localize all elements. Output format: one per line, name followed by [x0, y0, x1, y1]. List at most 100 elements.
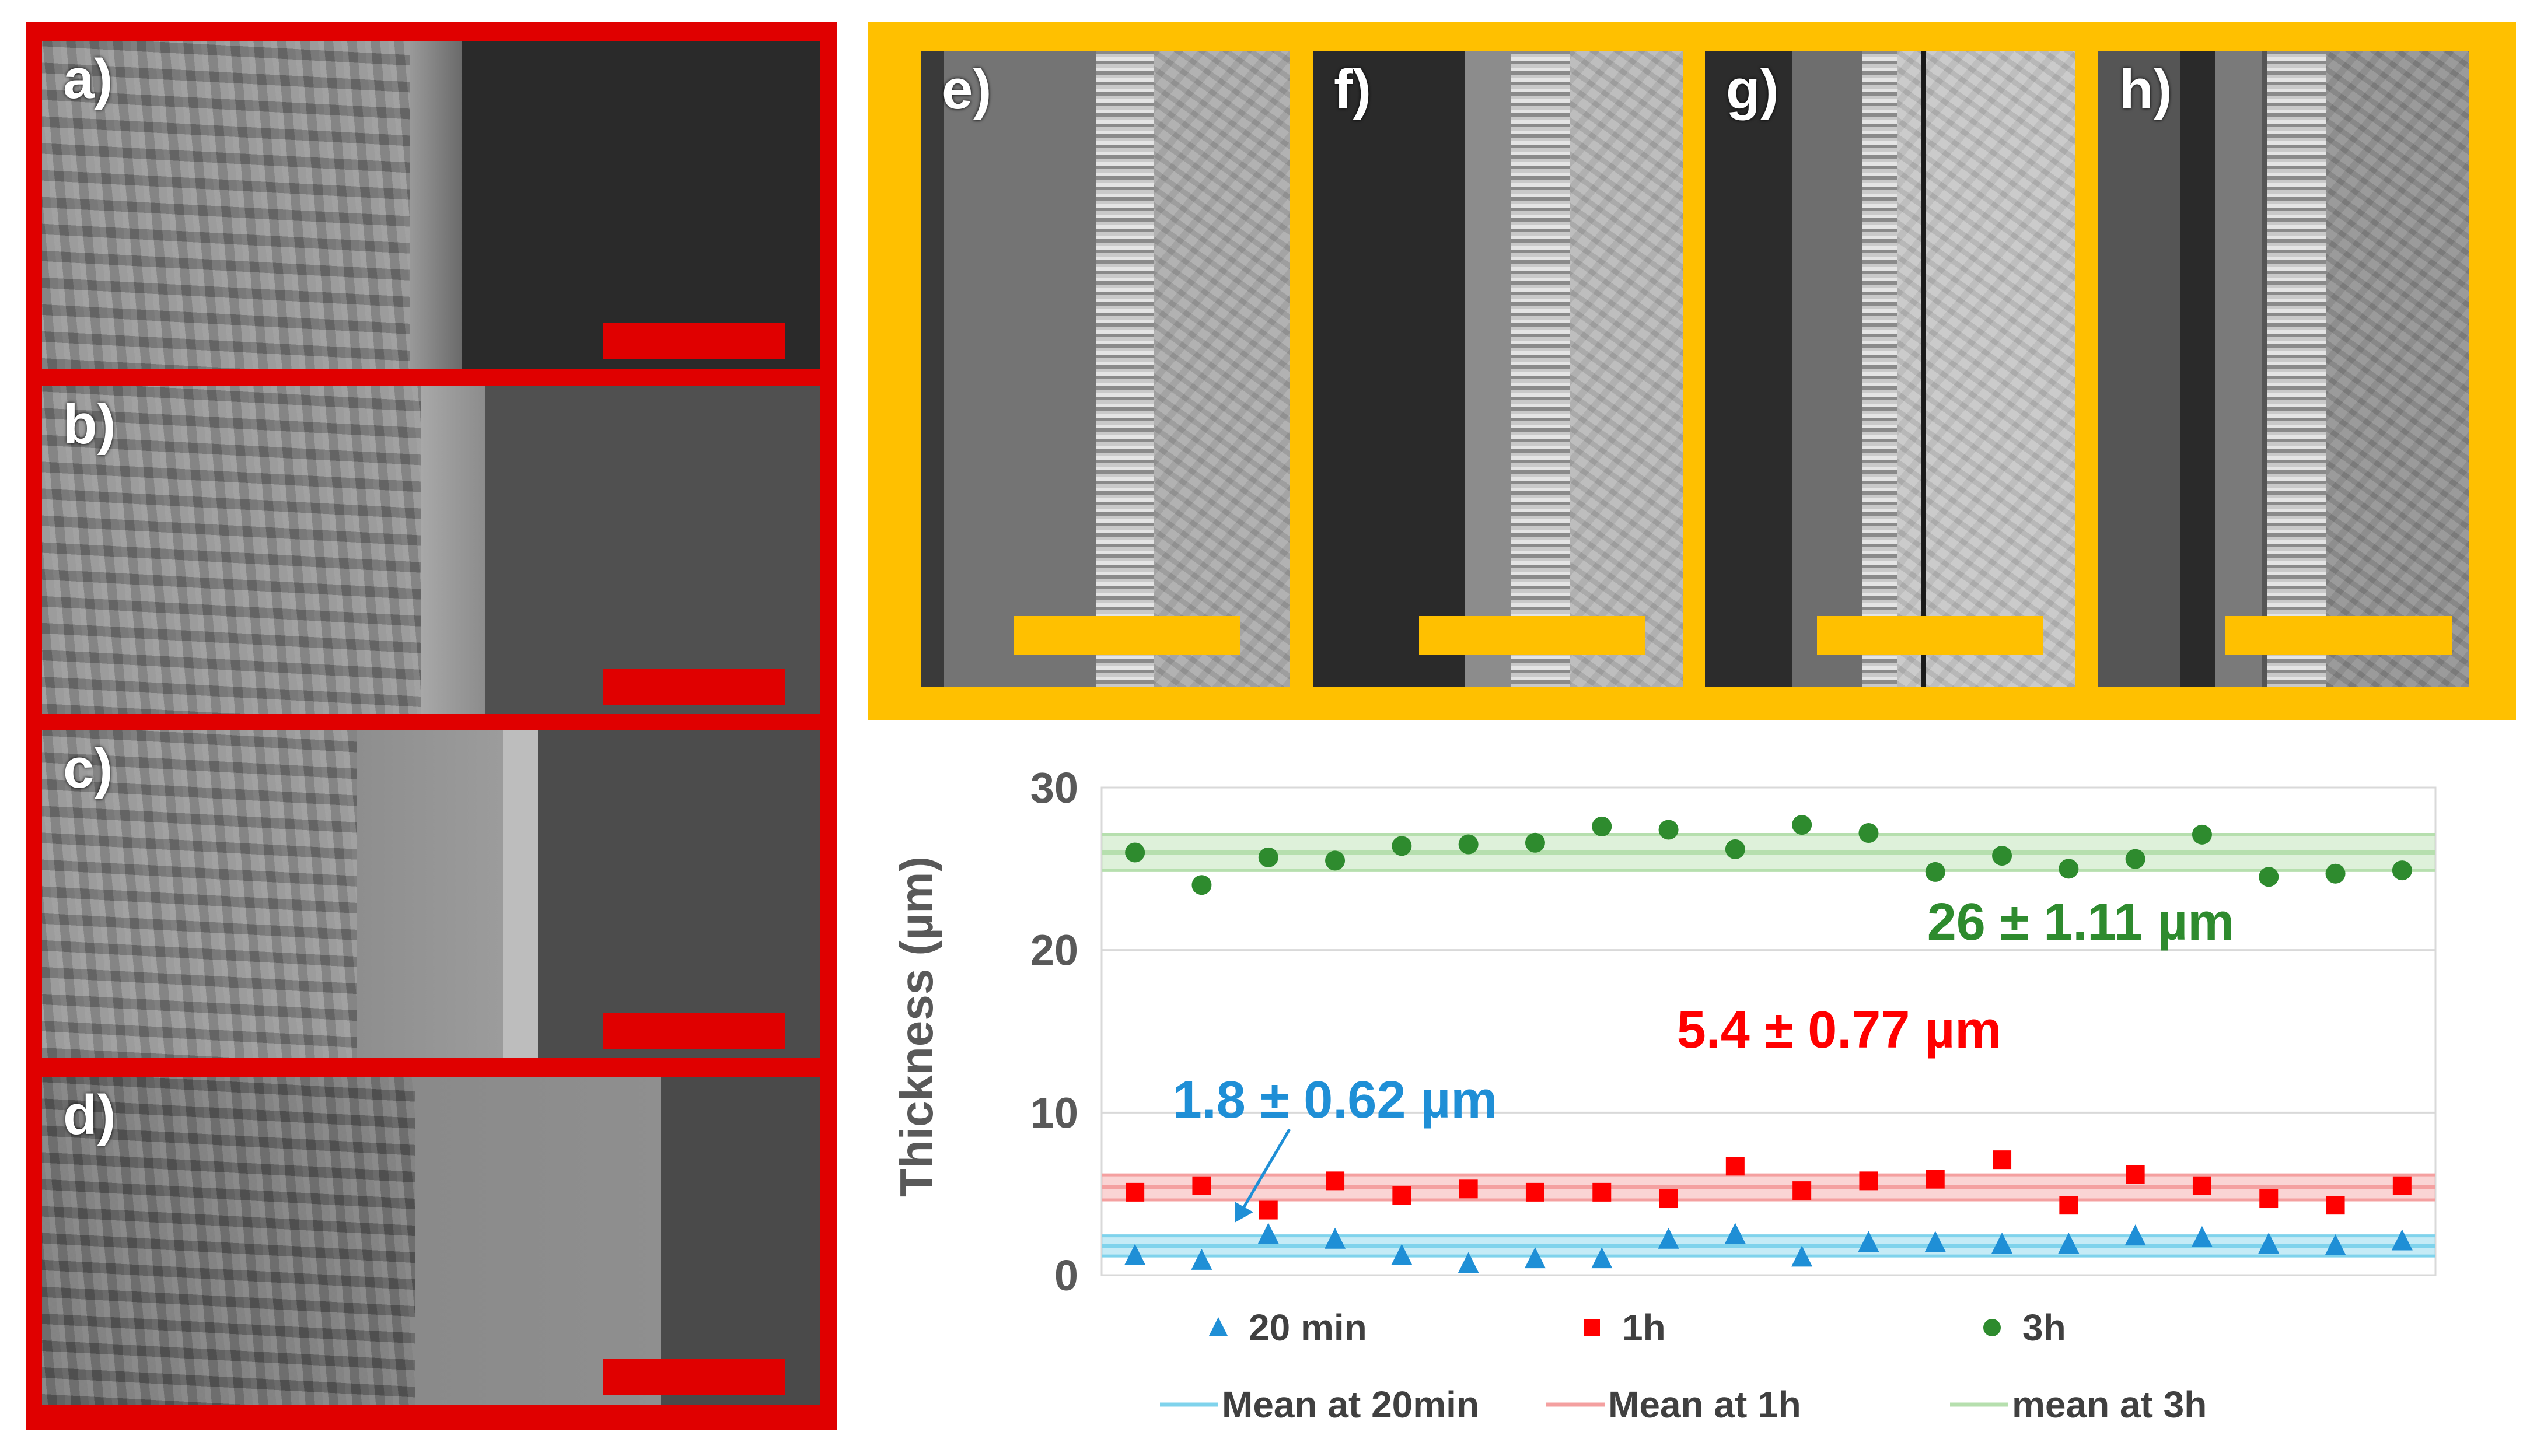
data-point-1h	[1993, 1150, 2012, 1170]
data-point-20min	[1257, 1223, 1279, 1244]
data-point-3h	[2192, 824, 2212, 845]
data-point-20min	[1858, 1231, 1879, 1252]
data-point-1h	[2326, 1196, 2345, 1215]
y-tick-label: 20	[1030, 926, 1078, 975]
annotation-arrowhead	[1235, 1202, 1253, 1223]
data-point-20min	[1325, 1227, 1346, 1249]
data-point-20min	[2058, 1233, 2080, 1254]
data-point-20min	[2124, 1224, 2146, 1246]
data-point-1h	[1126, 1182, 1145, 1202]
data-point-3h	[1325, 850, 1346, 871]
sem-panel-c: c)	[42, 730, 820, 1058]
scale-bar-e	[1014, 616, 1240, 654]
data-point-20min	[1924, 1231, 1946, 1252]
data-point-1h	[1659, 1189, 1678, 1209]
legend-label: 3h	[2022, 1307, 2066, 1349]
data-point-3h	[1925, 862, 1945, 882]
annotation-3h: 26 ± 1.11 µm	[1927, 893, 2235, 951]
scale-bar-f	[1419, 616, 1645, 654]
legend-label: Mean at 1h	[1608, 1384, 1801, 1426]
data-point-1h	[1926, 1170, 1945, 1189]
annotation-arrow	[1240, 1128, 1291, 1212]
data-point-1h	[1792, 1181, 1812, 1200]
data-point-20min	[1591, 1247, 1613, 1269]
sem-panel-f: f)	[1313, 51, 1683, 687]
plot-area: 0 10 20 30	[1030, 764, 2437, 1300]
data-point-3h	[1458, 834, 1479, 855]
data-point-1h	[1725, 1157, 1745, 1176]
scale-bar-g	[1817, 616, 2043, 654]
annotation-20min: 1.8 ± 0.62 µm	[1173, 1071, 1498, 1129]
data-point-1h	[1326, 1171, 1345, 1191]
panel-label-h: h)	[2119, 58, 2172, 121]
data-point-20min	[1124, 1244, 1146, 1265]
legend-label: Mean at 20min	[1222, 1384, 1479, 1426]
data-point-1h	[1259, 1200, 1278, 1220]
data-point-20min	[1191, 1248, 1212, 1270]
data-point-1h	[1392, 1186, 1411, 1205]
data-point-3h	[1525, 832, 1545, 853]
data-point-3h	[2325, 863, 2346, 884]
data-point-20min	[1524, 1247, 1546, 1269]
data-point-1h	[2392, 1176, 2412, 1195]
data-point-1h	[1459, 1180, 1478, 1199]
data-point-3h	[1858, 823, 1879, 844]
legend-label: 20 min	[1249, 1307, 1367, 1349]
data-point-1h	[2259, 1189, 2279, 1209]
data-point-3h	[2125, 849, 2145, 869]
orange-panel-frame: e) f) g) h)	[868, 22, 2516, 720]
sem-panel-h: h)	[2098, 51, 2469, 687]
annotation-1h: 5.4 ± 0.77 µm	[1677, 1001, 2002, 1059]
data-point-3h	[1592, 816, 1612, 836]
sem-panel-g: g)	[1705, 51, 2075, 687]
data-point-1h	[1859, 1171, 1878, 1191]
data-point-20min	[2258, 1233, 2280, 1254]
legend-marker-1h	[1584, 1320, 1600, 1336]
legend-label: mean at 3h	[2012, 1384, 2207, 1426]
data-point-3h	[1725, 839, 1745, 859]
data-point-1h	[1192, 1176, 1211, 1195]
data-point-20min	[1791, 1245, 1813, 1267]
sem-panel-a: a)	[42, 41, 820, 369]
data-point-1h	[1525, 1182, 1544, 1202]
red-panel-frame: a) b) c) d)	[26, 22, 837, 1430]
panel-label-b: b)	[63, 393, 116, 456]
data-point-3h	[2392, 860, 2412, 881]
data-point-1h	[1592, 1182, 1612, 1202]
data-point-3h	[1792, 815, 1812, 835]
chart-legend: 20 min 1h 3h Mean at 20min Mean at 1h mean at…	[1160, 1307, 2207, 1426]
scale-bar-c	[603, 1013, 785, 1049]
y-tick-label: 30	[1030, 764, 1078, 812]
data-point-1h	[2126, 1165, 2145, 1184]
data-point-20min	[2325, 1234, 2346, 1255]
panel-label-a: a)	[63, 48, 113, 110]
data-point-3h	[1191, 875, 1212, 895]
data-point-1h	[2192, 1176, 2211, 1195]
data-point-3h	[1392, 836, 1412, 856]
data-point-20min	[2191, 1226, 2213, 1247]
legend-label: 1h	[1622, 1307, 1666, 1349]
panel-label-f: f)	[1334, 58, 1371, 121]
data-point-20min	[1724, 1223, 1746, 1244]
panel-label-c: c)	[63, 737, 113, 800]
scale-bar-a	[603, 323, 785, 359]
data-point-3h	[2059, 859, 2079, 879]
scale-bar-d	[603, 1359, 785, 1395]
y-axis-label: Thickness (µm)	[890, 856, 942, 1197]
data-point-3h	[2259, 867, 2279, 887]
data-point-3h	[1658, 820, 1679, 840]
sem-panel-e: e)	[921, 51, 1290, 687]
thickness-chart: 0 10 20 30 20 min 1h 3h Mean at 20min Mean at 1…	[890, 764, 2437, 1426]
legend-marker-3h	[1983, 1319, 2001, 1336]
data-point-3h	[1258, 847, 1278, 867]
data-point-20min	[1391, 1244, 1413, 1265]
y-tick-label: 10	[1030, 1088, 1078, 1137]
panel-label-e: e)	[942, 58, 992, 121]
data-point-20min	[1458, 1252, 1479, 1273]
sem-panel-d: d)	[42, 1077, 820, 1405]
legend-marker-20min	[1209, 1317, 1228, 1336]
scale-bar-b	[603, 668, 785, 705]
panel-label-d: d)	[63, 1084, 116, 1146]
scale-bar-h	[2225, 616, 2452, 654]
y-tick-label: 0	[1054, 1251, 1078, 1300]
